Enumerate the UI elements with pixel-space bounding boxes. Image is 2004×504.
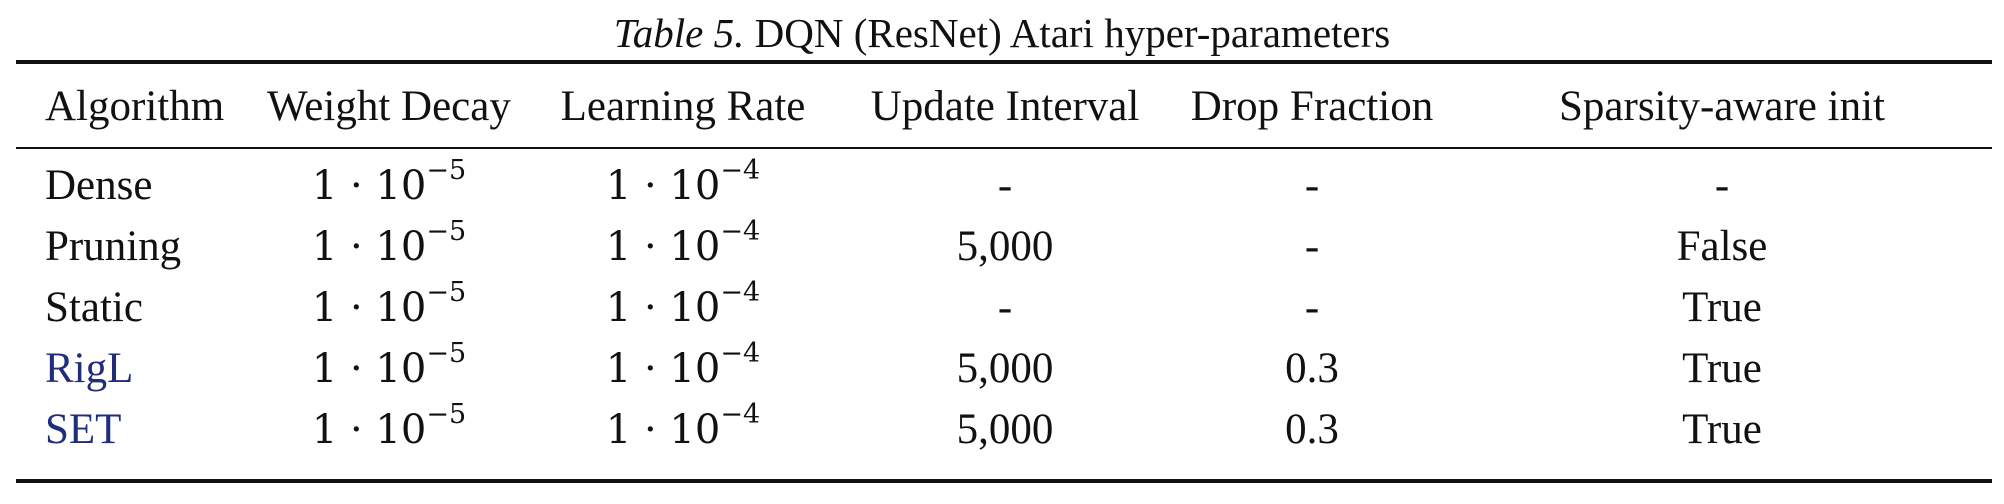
update-interval-cell: - [997, 162, 1013, 209]
algorithm-link-rigl[interactable]: RigL [16, 338, 250, 399]
weight-decay-cell: 1 · 10−5 [311, 155, 467, 209]
column-header-drop-fraction: Drop Fraction [1190, 83, 1434, 130]
weight-decay-cell: 1 · 10−5 [311, 216, 467, 270]
update-interval-cell: - [997, 284, 1013, 331]
learning-rate-cell: 1 · 10−4 [605, 277, 761, 331]
algorithm-cell: Static [45, 284, 143, 331]
drop-fraction-cell: - [1304, 162, 1320, 209]
table-header-row: Algorithm Weight Decay Learning Rate Upd… [16, 66, 1992, 147]
table-caption-label: Table 5. [613, 10, 745, 56]
hyperparameter-table: Algorithm Weight Decay Learning Rate Upd… [16, 66, 1992, 460]
table-row: Static 1 · 10−5 1 · 10−4 - - True [16, 277, 1992, 338]
algorithm-cell: Dense [45, 162, 153, 209]
column-header-update-interval: Update Interval [870, 83, 1140, 130]
column-header-weight-decay: Weight Decay [267, 83, 511, 130]
update-interval-cell: 5,000 [956, 345, 1054, 392]
sparsity-aware-init-cell: True [1682, 345, 1762, 392]
learning-rate-cell: 1 · 10−4 [605, 216, 761, 270]
drop-fraction-cell: 0.3 [1285, 345, 1339, 392]
sparsity-aware-init-cell: False [1676, 223, 1768, 270]
learning-rate-cell: 1 · 10−4 [605, 338, 761, 392]
table-row: Dense 1 · 10−5 1 · 10−4 - - - [16, 147, 1992, 216]
column-header-sparsity-aware-init: Sparsity-aware init [1559, 83, 1885, 130]
learning-rate-cell: 1 · 10−4 [605, 155, 761, 209]
weight-decay-cell: 1 · 10−5 [311, 277, 467, 331]
column-header-algorithm: Algorithm [45, 83, 225, 130]
learning-rate-cell: 1 · 10−4 [605, 399, 761, 453]
update-interval-cell: 5,000 [956, 406, 1054, 453]
table-header-rule [16, 147, 1992, 149]
algorithm-link-text[interactable]: SET [45, 406, 122, 453]
table-top-rule [16, 60, 1992, 64]
weight-decay-cell: 1 · 10−5 [311, 399, 467, 453]
drop-fraction-cell: - [1304, 223, 1320, 270]
algorithm-link-text[interactable]: RigL [45, 345, 134, 392]
weight-decay-cell: 1 · 10−5 [311, 338, 467, 392]
drop-fraction-cell: 0.3 [1285, 406, 1339, 453]
table-row: SET 1 · 10−5 1 · 10−4 5,000 0.3 True [16, 399, 1992, 460]
table-bottom-rule [16, 479, 1992, 483]
column-header-learning-rate: Learning Rate [560, 83, 806, 130]
table-row: Pruning 1 · 10−5 1 · 10−4 5,000 - False [16, 216, 1992, 277]
update-interval-cell: 5,000 [956, 223, 1054, 270]
table-caption-text: DQN (ResNet) Atari hyper-parameters [754, 10, 1391, 56]
sparsity-aware-init-cell: True [1682, 284, 1762, 331]
table-row: RigL 1 · 10−5 1 · 10−4 5,000 0.3 True [16, 338, 1992, 399]
algorithm-link-set[interactable]: SET [16, 399, 250, 460]
table-caption: Table 5. DQN (ResNet) Atari hyper-parame… [0, 8, 2004, 58]
sparsity-aware-init-cell: True [1682, 406, 1762, 453]
drop-fraction-cell: - [1304, 284, 1320, 331]
algorithm-cell: Pruning [45, 223, 182, 270]
sparsity-aware-init-cell: - [1714, 162, 1730, 209]
